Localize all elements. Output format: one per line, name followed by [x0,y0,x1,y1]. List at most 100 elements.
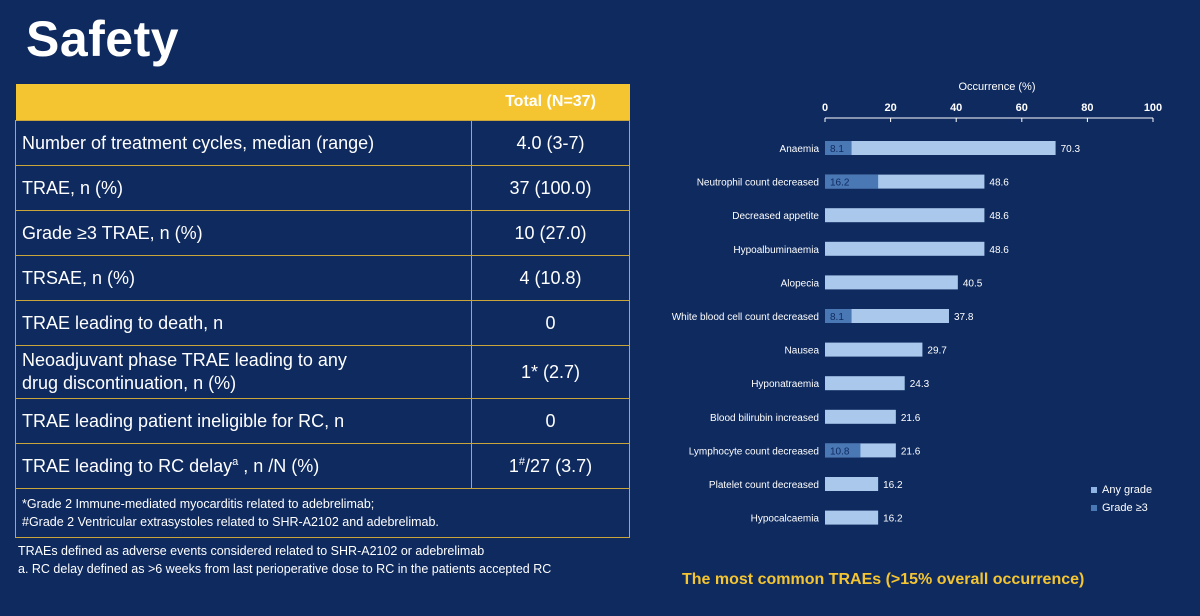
chart-caption: The most common TRAEs (>15% overall occu… [682,571,1085,588]
table-row: Neoadjuvant phase TRAE leading to any dr… [15,345,630,399]
row-value-count: 1 [508,455,519,476]
data-label-any-grade: 29.7 [927,346,947,357]
row-label: Grade ≥3 TRAE, n (%) [15,210,472,256]
data-label-any-grade: 48.6 [989,178,1009,189]
category-label: Lymphocyte count decreased [689,446,819,457]
row-label: TRAE leading to RC delaya , n /N (%) [15,443,472,489]
row-value: 0 [471,398,630,444]
category-label: White blood cell count decreased [672,312,819,323]
row-label: TRAE, n (%) [15,165,472,211]
table-header-row: Total (N=37) [15,84,630,121]
bar-grade3 [825,174,879,189]
safety-table-container: Total (N=37) Number of treatment cycles,… [15,84,630,538]
traes-bar-chart: Occurrence (%) 0 20 40 60 80 100 Anaemia 70.3 8.1… [672,81,1162,525]
data-label-any-grade: 40.5 [963,278,983,289]
legend-label: Grade ≥3 [1102,502,1148,514]
bar-any-grade [825,275,958,290]
table-row: Grade ≥3 TRAE, n (%) 10 (27.0) [15,210,630,256]
slide-title: Safety [26,11,180,67]
row-label-line1: Neoadjuvant phase TRAE leading to any [22,350,347,370]
row-label-suffix: , n /N (%) [238,455,320,476]
footnote-2: #Grade 2 Ventricular extrasystoles relat… [22,515,439,529]
bar-grade3 [825,141,852,155]
bar-any-grade [825,409,896,424]
row-label: TRSAE, n (%) [15,255,472,301]
row-value: 1* (2.7) [471,345,630,399]
row-value: 0 [471,300,630,346]
table-row: TRAE leading to RC delaya , n /N (%) 1#/… [15,443,630,489]
data-label-grade3: 8.1 [830,144,844,155]
row-value: 4 (10.8) [471,255,630,301]
table-footnotes: *Grade 2 Immune-mediated myocarditis rel… [15,488,630,538]
row-value: 10 (27.0) [471,210,630,256]
data-label-any-grade: 37.8 [954,312,974,323]
bar-any-grade [825,208,985,223]
header-empty-cell [15,84,472,121]
row-label-line2: drug discontinuation, n (%) [22,373,237,393]
row-label: Number of treatment cycles, median (rang… [15,120,472,166]
slide-notes: TRAEs defined as adverse events consider… [18,542,551,578]
row-label-text: TRAE leading to RC delay [22,455,233,476]
category-label: Platelet count decreased [709,480,819,491]
bar-grade3 [825,309,852,323]
table-row: Number of treatment cycles, median (rang… [15,120,630,166]
category-label: Nausea [785,346,820,357]
header-total: Total (N=37) [471,84,630,121]
table-row: TRAE leading patient ineligible for RC, … [15,398,630,444]
x-axis-label: Occurrence (%) [958,81,1035,93]
bar-any-grade [825,510,879,525]
category-label: Decreased appetite [732,211,819,222]
data-label-any-grade: 48.6 [989,211,1009,222]
data-label-grade3: 8.1 [830,312,844,323]
legend-swatch [1091,505,1097,511]
row-label: TRAE leading patient ineligible for RC, … [15,398,472,444]
row-label: TRAE leading to death, n [15,300,472,346]
table-footnote-row: *Grade 2 Immune-mediated myocarditis rel… [15,488,630,538]
data-label-grade3: 10.8 [830,446,850,457]
row-label-superscript: a [232,455,239,468]
x-tick-label: 20 [884,102,896,114]
bar-any-grade [825,477,879,491]
row-value: 4.0 (3-7) [471,120,630,166]
bar-any-grade [825,141,1056,155]
table-row: TRSAE, n (%) 4 (10.8) [15,255,630,301]
data-label-grade3: 16.2 [830,178,850,189]
note-rc-delay: a. RC delay defined as >6 weeks from las… [18,562,552,576]
bar-grade3 [825,443,861,458]
table-row: TRAE leading to death, n 0 [15,300,630,346]
x-tick-label: 0 [822,102,828,114]
safety-table: Total (N=37) Number of treatment cycles,… [15,84,630,538]
legend-label: Any grade [1102,484,1152,496]
data-label-any-grade: 48.6 [989,245,1009,256]
legend-swatch [1091,487,1097,493]
category-label: Hypoalbuminaemia [733,245,819,256]
x-tick-label: 100 [1144,102,1162,114]
footnote-1: *Grade 2 Immune-mediated myocarditis rel… [22,497,375,511]
category-label: Hyponatraemia [751,379,819,390]
table-row: TRAE, n (%) 37 (100.0) [15,165,630,211]
category-label: Alopecia [781,278,820,289]
row-value: 1#/27 (3.7) [471,443,630,489]
bar-any-grade [825,342,923,357]
x-tick-label: 60 [1016,102,1028,114]
row-value: 37 (100.0) [471,165,630,211]
x-tick-label: 40 [950,102,962,114]
data-label-any-grade: 70.3 [1061,144,1081,155]
row-label: Neoadjuvant phase TRAE leading to any dr… [15,345,472,399]
note-definition: TRAEs defined as adverse events consider… [18,544,485,558]
category-label: Hypocalcaemia [751,514,820,525]
bar-any-grade [825,376,905,391]
row-value-rest: /27 (3.7) [525,455,593,476]
data-label-any-grade: 16.2 [883,480,903,491]
bar-any-grade [825,309,949,323]
row-value-superscript: # [518,455,526,468]
data-label-any-grade: 21.6 [901,446,921,457]
category-label: Neutrophil count decreased [697,178,819,189]
category-label: Blood bilirubin increased [710,413,819,424]
data-label-any-grade: 16.2 [883,514,903,525]
category-label: Anaemia [780,144,820,155]
x-tick-label: 80 [1081,102,1093,114]
data-label-any-grade: 24.3 [910,379,930,390]
bar-any-grade [825,241,985,256]
data-label-any-grade: 21.6 [901,413,921,424]
